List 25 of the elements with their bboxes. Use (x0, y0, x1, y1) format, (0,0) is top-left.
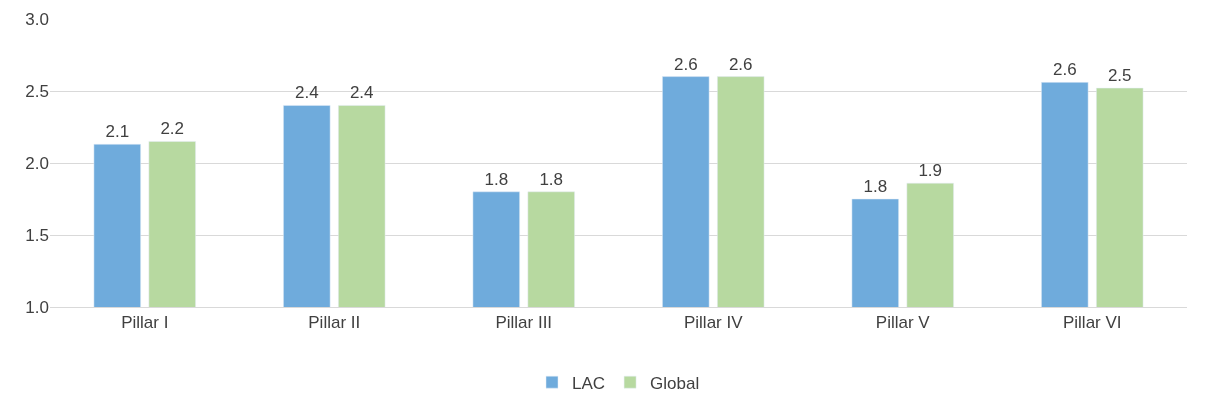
y-tick-label: 1.5 (25, 225, 49, 245)
x-tick-label: Pillar VI (1062, 313, 1122, 333)
y-tick-label: 1.0 (25, 297, 49, 317)
x-tick-label: Pillar I (121, 313, 169, 333)
x-tick-label: Pillar III (495, 313, 553, 333)
y-tick-label: 2.0 (25, 153, 49, 173)
data-label: 2.6 (1052, 60, 1077, 80)
legend-label: Global (650, 373, 700, 393)
legend-label: LAC (572, 373, 606, 393)
data-label: 1.9 (918, 161, 943, 181)
data-label: 2.6 (673, 54, 698, 74)
data-label: 1.8 (539, 169, 564, 189)
x-tick-label: Pillar IV (683, 313, 744, 333)
data-label: 2.1 (105, 122, 130, 142)
data-label: 2.4 (294, 83, 319, 103)
data-label: 2.2 (160, 119, 185, 139)
data-label: 1.8 (484, 169, 509, 189)
data-label: 2.5 (1107, 66, 1132, 86)
data-label: 1.8 (863, 177, 888, 196)
x-tick-label: Pillar II (308, 313, 361, 333)
x-tick-label: Pillar V (875, 313, 931, 333)
data-label: 2.6 (728, 54, 753, 74)
data-label: 2.4 (349, 83, 374, 103)
y-tick-label: 2.5 (25, 81, 49, 101)
y-tick-label: 3.0 (25, 9, 49, 29)
